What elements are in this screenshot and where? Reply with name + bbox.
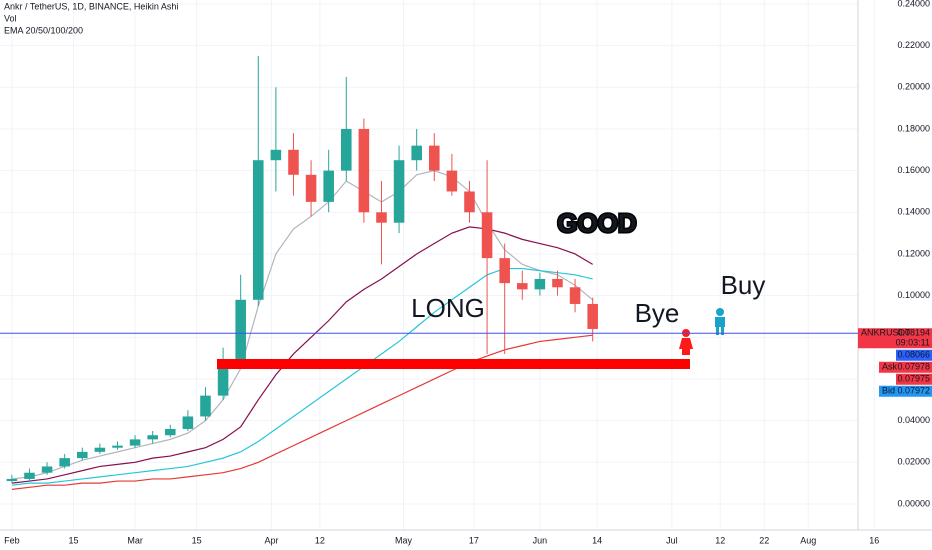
candle-body [182, 416, 194, 429]
candle-body [112, 445, 123, 448]
x-tick-label: 14 [592, 535, 602, 545]
y-tick-label: 0.14000 [897, 207, 930, 217]
annotation: Buy [721, 270, 766, 300]
candle-body [305, 174, 317, 202]
price-label-name: Bid [882, 386, 895, 396]
candle-body [358, 128, 370, 213]
x-tick-label: 12 [715, 535, 725, 545]
annotation: Bye [635, 298, 680, 328]
x-tick-label: 15 [68, 535, 78, 545]
candle-body [481, 212, 493, 259]
candle-body [323, 170, 334, 202]
person-icon [679, 329, 693, 355]
x-tick-label: 16 [869, 535, 879, 545]
candle-body [6, 478, 18, 482]
candle-body [517, 283, 528, 290]
candle-body [147, 435, 158, 440]
indicator-label: EMA 20/50/100/200 [4, 25, 83, 35]
candle-body [94, 447, 106, 452]
y-tick-label: 0.24000 [897, 0, 930, 8]
ema-lines [11, 170, 594, 490]
price-label: 0.07975 [897, 374, 930, 384]
candle-body [217, 362, 229, 396]
candle-body [41, 466, 53, 473]
ema-line [11, 226, 593, 484]
candle-body [200, 395, 211, 417]
x-tick-label: 15 [192, 535, 202, 545]
ema-line [11, 334, 593, 490]
price-label-box [858, 328, 932, 349]
x-tick-label: Feb [4, 535, 20, 545]
countdown-label: 09:03:11 [896, 338, 930, 348]
candle-body [499, 258, 510, 284]
price-label: 0.08066 [897, 350, 930, 360]
candle-body [429, 145, 440, 171]
annotation: GOOD [557, 208, 636, 238]
y-tick-label: 0.16000 [897, 165, 930, 175]
person-icon [715, 308, 725, 335]
candle-body [253, 160, 264, 300]
candle-body [341, 128, 352, 171]
x-tick-label: 22 [759, 535, 769, 545]
x-tick-label: Aug [800, 535, 816, 545]
candle-body [393, 160, 405, 223]
annotation: LONG [411, 293, 485, 323]
candle-body [129, 439, 141, 446]
candle-body [587, 303, 598, 329]
x-tick-label: May [395, 535, 413, 545]
x-tick-label: Apr [264, 535, 278, 545]
x-tick-label: Jul [666, 535, 678, 545]
candle-body [376, 212, 387, 223]
grid [0, 0, 875, 530]
ema-line [11, 170, 594, 480]
candle-body [270, 149, 282, 161]
y-tick-label: 0.18000 [897, 123, 930, 133]
candle-body [288, 149, 299, 175]
candle-body [446, 170, 458, 192]
symbol-label: ANKRUSDT [861, 328, 911, 338]
price-label: 0.08194 [897, 328, 930, 338]
y-tick-label: 0.22000 [897, 40, 930, 50]
price-label-box [896, 373, 932, 385]
x-tick-label: 17 [469, 535, 479, 545]
ema-line [11, 267, 593, 486]
candle-body [24, 472, 35, 479]
price-label-box [879, 385, 932, 397]
y-tick-label: 0.04000 [897, 415, 930, 425]
y-tick-label: 0.20000 [897, 82, 930, 92]
candle-body [411, 145, 422, 161]
x-tick-label: Jun [533, 535, 548, 545]
y-tick-label: 0.12000 [897, 248, 930, 258]
price-label-name: Ask [882, 362, 898, 372]
x-tick-label: Mar [127, 535, 143, 545]
volume-label: Vol [4, 13, 17, 23]
y-tick-label: 0.10000 [897, 290, 930, 300]
candle-body [569, 287, 581, 304]
price-label-box [879, 361, 932, 373]
candle-body [552, 278, 563, 288]
candle-body [534, 278, 546, 290]
chart-title: Ankr / TetherUS, 1D, BINANCE, Heikin Ash… [4, 1, 178, 11]
candle-body [464, 191, 475, 213]
candle-body [59, 458, 70, 467]
price-label: 0.07978 [897, 362, 930, 372]
candle-body [77, 451, 88, 459]
candle-body [165, 428, 176, 436]
y-tick-label: 0.02000 [897, 457, 930, 467]
price-label-box [896, 349, 932, 361]
price-label: 0.07972 [897, 386, 930, 396]
x-tick-label: 12 [315, 535, 325, 545]
candle-body [235, 299, 246, 363]
support-zone [217, 359, 690, 369]
candles [6, 56, 598, 484]
y-tick-label: 0.00000 [897, 498, 930, 508]
